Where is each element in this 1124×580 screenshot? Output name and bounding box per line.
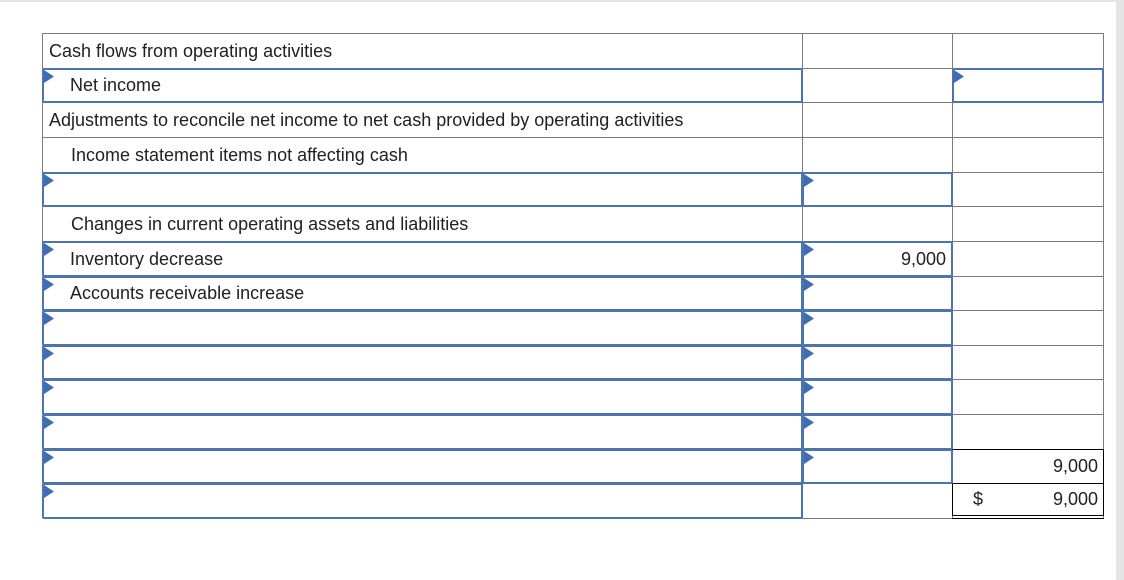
description-input-cell[interactable]	[42, 379, 803, 415]
cell-value-text: 9,000	[900, 248, 946, 269]
dropdown-marker-icon	[954, 70, 964, 83]
amount-input-cell[interactable]	[802, 310, 953, 346]
section-label-text: Income statement items not affecting cas…	[71, 144, 408, 165]
description-input-cell[interactable]	[42, 172, 803, 207]
empty-grid-cell	[952, 102, 1104, 138]
dropdown-marker-icon	[44, 174, 54, 187]
amount-input-cell[interactable]	[802, 414, 953, 450]
section-label-cell: Changes in current operating assets and …	[42, 206, 803, 242]
cell-value-text: Inventory decrease	[70, 248, 224, 269]
net-cash-subtotal-cell: 9,000	[952, 449, 1104, 484]
dropdown-marker-icon	[804, 312, 814, 325]
section-label-cell: Adjustments to reconcile net income to n…	[42, 102, 803, 138]
dropdown-marker-icon	[44, 243, 54, 256]
empty-grid-cell	[802, 137, 953, 173]
description-input-cell[interactable]	[42, 449, 803, 484]
cell-value-text: Accounts receivable increase	[70, 283, 305, 304]
dropdown-marker-icon	[44, 312, 54, 325]
section-label-text: Cash flows from operating activities	[49, 40, 333, 61]
section-label-text: Changes in current operating assets and …	[71, 213, 469, 234]
cell-value-text: 9,000	[1052, 456, 1098, 477]
section-label-cell: Cash flows from operating activities	[42, 33, 803, 69]
empty-grid-cell	[952, 137, 1104, 173]
description-input-cell[interactable]: Accounts receivable increase	[42, 276, 803, 311]
amount-input-cell[interactable]	[802, 379, 953, 415]
description-input-cell[interactable]	[42, 345, 803, 380]
description-input-cell[interactable]: Net income	[42, 68, 803, 103]
dropdown-marker-icon	[44, 485, 54, 498]
top-edge-strip	[0, 0, 1124, 2]
empty-grid-cell	[802, 68, 953, 103]
dropdown-marker-icon	[44, 347, 54, 360]
empty-grid-cell	[952, 414, 1104, 450]
dropdown-marker-icon	[804, 381, 814, 394]
empty-grid-cell	[952, 345, 1104, 380]
currency-symbol: $	[973, 489, 984, 510]
cell-value-text: 9,000	[1052, 489, 1098, 510]
empty-grid-cell	[952, 206, 1104, 242]
description-input-cell[interactable]	[42, 483, 803, 519]
amount-input-cell[interactable]	[802, 449, 953, 484]
empty-grid-cell	[952, 172, 1104, 207]
dropdown-marker-icon	[44, 278, 54, 291]
worksheet-table: Cash flows from operating activities Net …	[42, 33, 1104, 519]
dropdown-marker-icon	[804, 174, 814, 187]
amount-input-cell[interactable]	[802, 276, 953, 311]
empty-grid-cell	[952, 310, 1104, 346]
dropdown-marker-icon	[44, 451, 54, 464]
empty-grid-cell	[952, 33, 1104, 69]
section-label-text: Adjustments to reconcile net income to n…	[49, 109, 684, 130]
dropdown-marker-icon	[804, 416, 814, 429]
total-amount-input-cell[interactable]	[952, 68, 1104, 103]
empty-grid-cell	[952, 241, 1104, 277]
description-input-cell[interactable]	[42, 310, 803, 346]
empty-grid-cell	[802, 206, 953, 242]
description-input-cell[interactable]: Inventory decrease	[42, 241, 803, 277]
empty-grid-cell	[952, 379, 1104, 415]
cell-value-text: Net income	[70, 75, 162, 96]
dropdown-marker-icon	[44, 381, 54, 394]
amount-input-cell[interactable]: 9,000	[802, 241, 953, 277]
empty-grid-cell	[802, 102, 953, 138]
section-label-cell: Income statement items not affecting cas…	[42, 137, 803, 173]
empty-grid-cell	[802, 483, 953, 519]
dropdown-marker-icon	[804, 243, 814, 256]
description-input-cell[interactable]	[42, 414, 803, 450]
right-edge-strip	[1116, 0, 1124, 580]
net-cash-total-cell: $9,000	[952, 483, 1104, 519]
dropdown-marker-icon	[804, 451, 814, 464]
dropdown-marker-icon	[804, 278, 814, 291]
dropdown-marker-icon	[44, 70, 54, 83]
dropdown-marker-icon	[44, 416, 54, 429]
amount-input-cell[interactable]	[802, 172, 953, 207]
amount-input-cell[interactable]	[802, 345, 953, 380]
empty-grid-cell	[802, 33, 953, 69]
empty-grid-cell	[952, 276, 1104, 311]
dropdown-marker-icon	[804, 347, 814, 360]
